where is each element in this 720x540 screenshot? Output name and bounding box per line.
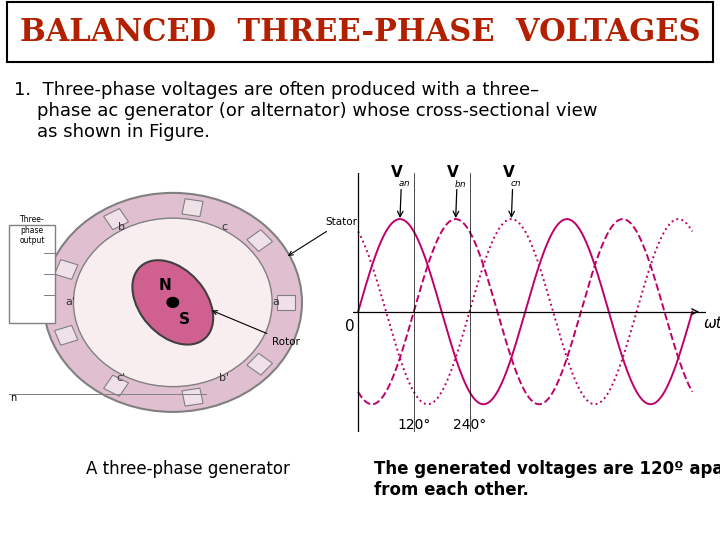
Bar bbox=[104, 375, 129, 396]
Circle shape bbox=[73, 218, 272, 387]
Bar bbox=[182, 199, 203, 217]
Text: $\mathbf{V}$: $\mathbf{V}$ bbox=[446, 164, 460, 180]
Bar bbox=[55, 326, 78, 345]
Text: $_{bn}$: $_{bn}$ bbox=[454, 176, 467, 188]
Text: S: S bbox=[179, 312, 190, 327]
Text: ωt: ωt bbox=[704, 316, 720, 331]
Text: A three-phase generator: A three-phase generator bbox=[86, 460, 290, 478]
Bar bbox=[247, 230, 273, 252]
Text: 240°: 240° bbox=[453, 418, 486, 432]
Text: 0: 0 bbox=[344, 319, 354, 334]
Text: $\mathbf{V}$: $\mathbf{V}$ bbox=[502, 164, 516, 180]
Bar bbox=[104, 208, 129, 230]
Bar bbox=[55, 260, 78, 279]
Text: The generated voltages are 120º apart
from each other.: The generated voltages are 120º apart fr… bbox=[374, 460, 720, 499]
Text: Stator: Stator bbox=[289, 217, 357, 255]
Text: BALANCED  THREE-PHASE  VOLTAGES: BALANCED THREE-PHASE VOLTAGES bbox=[19, 17, 701, 48]
Text: a': a' bbox=[65, 298, 75, 307]
Text: b: b bbox=[118, 222, 125, 232]
Bar bbox=[247, 353, 273, 375]
Text: c: c bbox=[221, 222, 228, 232]
Bar bbox=[9, 225, 55, 323]
Text: c': c' bbox=[117, 373, 126, 382]
Ellipse shape bbox=[132, 260, 213, 345]
Text: a: a bbox=[272, 298, 279, 307]
Text: $_{cn}$: $_{cn}$ bbox=[510, 176, 522, 188]
Text: 1.  Three-phase voltages are often produced with a three–
    phase ac generator: 1. Three-phase voltages are often produc… bbox=[14, 81, 598, 140]
Text: n: n bbox=[11, 393, 17, 403]
Bar bbox=[182, 388, 203, 406]
Text: $\mathbf{V}$: $\mathbf{V}$ bbox=[390, 164, 404, 180]
Circle shape bbox=[167, 298, 179, 307]
Text: b': b' bbox=[219, 373, 229, 382]
Text: Rotor: Rotor bbox=[213, 310, 300, 347]
Text: Three-
phase
output: Three- phase output bbox=[19, 215, 45, 245]
Bar bbox=[277, 295, 295, 310]
Text: 120°: 120° bbox=[397, 418, 431, 432]
Text: $_{an}$: $_{an}$ bbox=[398, 176, 411, 188]
Text: N: N bbox=[158, 278, 171, 293]
Circle shape bbox=[44, 193, 302, 412]
